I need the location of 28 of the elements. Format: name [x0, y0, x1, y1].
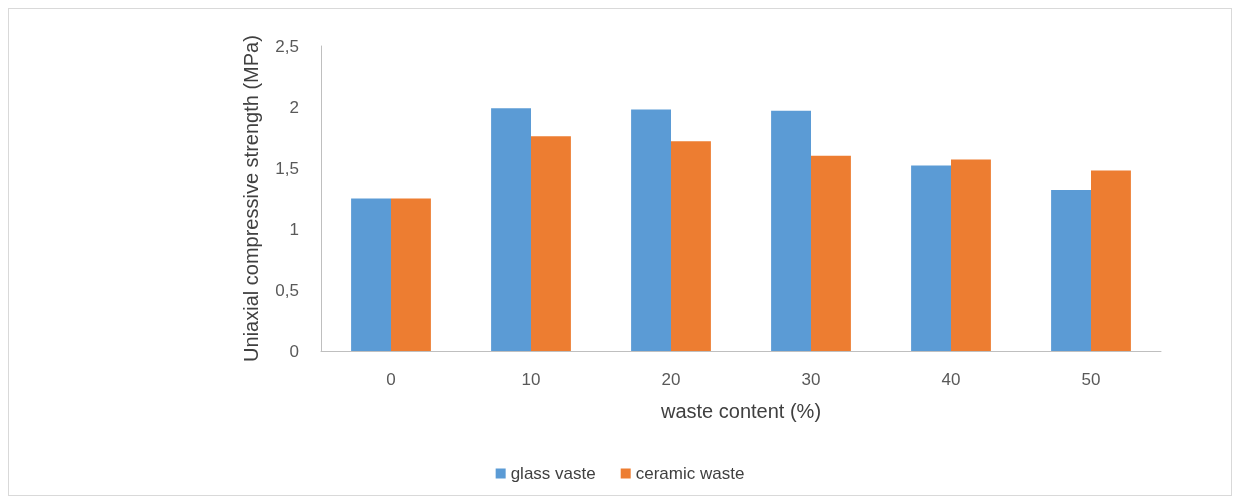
y-tick-label: 2,5 — [275, 36, 299, 56]
bar — [491, 108, 531, 351]
x-tick-label: 20 — [661, 370, 681, 389]
y-tick-label: 2 — [289, 97, 299, 117]
bar — [391, 198, 431, 351]
y-tick-label: 1 — [289, 219, 299, 239]
x-tick-label: 50 — [1081, 370, 1101, 389]
bar — [911, 165, 951, 351]
x-tick-label: 0 — [386, 370, 396, 389]
x-axis-title: waste content (%) — [659, 400, 822, 422]
y-tick-label: 0,5 — [275, 280, 299, 300]
x-tick-label: 40 — [941, 370, 961, 389]
bar — [1051, 189, 1091, 351]
bar — [771, 110, 811, 351]
y-tick-label: 0 — [289, 341, 299, 361]
bar — [951, 159, 991, 351]
legend-label: ceramic waste — [635, 464, 745, 483]
bar — [1091, 170, 1131, 351]
bar — [351, 198, 391, 351]
bar — [811, 155, 851, 351]
x-tick-label: 10 — [521, 370, 541, 389]
x-tick-label: 30 — [801, 370, 821, 389]
bar — [671, 141, 711, 351]
bar — [631, 109, 671, 351]
bar — [531, 136, 571, 351]
y-axis-title: Uniaxial compressive strength (MPa) — [240, 35, 263, 362]
y-tick-label: 1,5 — [275, 158, 299, 178]
legend-label: glass vaste — [510, 464, 596, 483]
